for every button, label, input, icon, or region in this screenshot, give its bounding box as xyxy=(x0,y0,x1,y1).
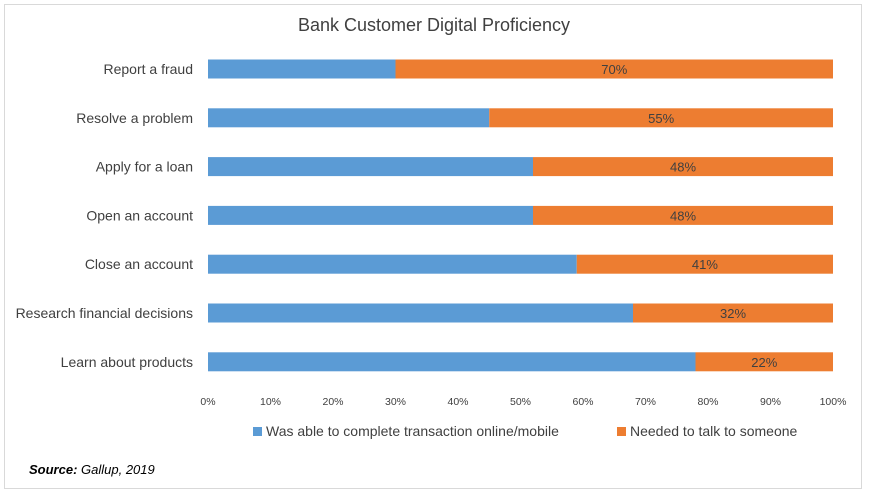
chart-title: Bank Customer Digital Proficiency xyxy=(298,15,570,35)
category-label: Learn about products xyxy=(61,354,193,370)
bar-talk xyxy=(576,254,833,274)
data-label: 22% xyxy=(751,355,777,370)
bar-talk xyxy=(633,303,833,323)
data-label: 70% xyxy=(601,62,627,77)
bar-online xyxy=(208,205,533,225)
bar-online xyxy=(208,352,696,372)
category-label: Apply for a loan xyxy=(96,159,193,175)
legend-swatch xyxy=(617,427,626,436)
source-note: Source: Gallup, 2019 xyxy=(29,462,155,477)
x-tick-label: 50% xyxy=(510,396,531,408)
data-label: 48% xyxy=(670,208,696,223)
legend-swatch xyxy=(253,427,262,436)
x-tick-label: 0% xyxy=(200,396,215,408)
bar-online xyxy=(208,108,490,128)
x-tick-label: 100% xyxy=(820,396,847,408)
legend-label: Was able to complete transaction online/… xyxy=(266,423,559,439)
bar-online xyxy=(208,157,533,177)
x-tick-label: 60% xyxy=(572,396,593,408)
data-label: 41% xyxy=(692,257,718,272)
data-label: 32% xyxy=(720,306,746,321)
x-tick-label: 30% xyxy=(385,396,406,408)
category-label: Report a fraud xyxy=(104,61,194,77)
bar-talk xyxy=(395,59,833,79)
bar-online xyxy=(208,59,396,79)
source-label: Source: xyxy=(29,462,78,477)
x-tick-label: 80% xyxy=(697,396,718,408)
bar-online xyxy=(208,303,633,323)
bar-talk xyxy=(695,352,833,372)
legend-label: Needed to talk to someone xyxy=(630,423,798,439)
category-label: Research financial decisions xyxy=(16,305,193,321)
x-tick-label: 70% xyxy=(635,396,656,408)
x-tick-label: 10% xyxy=(260,396,281,408)
data-label: 55% xyxy=(648,111,674,126)
category-label: Resolve a problem xyxy=(76,110,193,126)
bar-talk xyxy=(489,108,833,128)
bar-talk xyxy=(533,157,833,177)
x-tick-label: 20% xyxy=(322,396,343,408)
category-label: Open an account xyxy=(86,207,193,223)
category-label: Close an account xyxy=(85,256,193,272)
chart-frame xyxy=(4,4,862,489)
bar-online xyxy=(208,254,577,274)
source-text: Gallup, 2019 xyxy=(77,462,155,477)
data-label: 48% xyxy=(670,160,696,175)
x-tick-label: 90% xyxy=(760,396,781,408)
x-tick-label: 40% xyxy=(447,396,468,408)
bar-talk xyxy=(533,205,833,225)
